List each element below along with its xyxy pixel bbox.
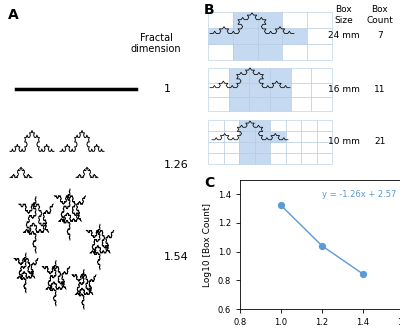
Bar	[316, 131, 332, 142]
Bar	[208, 142, 224, 153]
Bar	[208, 44, 233, 60]
Bar	[208, 68, 229, 83]
Bar	[270, 97, 291, 111]
Bar	[233, 44, 258, 60]
Bar	[239, 153, 254, 164]
Bar	[249, 83, 270, 97]
Bar	[208, 97, 229, 111]
Bar	[316, 142, 332, 153]
Bar	[208, 83, 229, 97]
Bar	[311, 83, 332, 97]
Bar	[233, 28, 258, 44]
Bar	[208, 131, 224, 142]
Bar	[270, 83, 291, 97]
Bar	[254, 131, 270, 142]
Bar	[239, 131, 254, 142]
Bar	[282, 12, 307, 28]
Point	[278, 203, 284, 208]
Bar	[291, 83, 311, 97]
Bar	[270, 142, 286, 153]
Bar	[224, 142, 239, 153]
Bar	[258, 12, 282, 28]
Bar	[208, 28, 233, 44]
Bar	[316, 153, 332, 164]
Text: B: B	[204, 3, 215, 17]
Bar	[254, 142, 270, 153]
Text: 1.54: 1.54	[164, 252, 189, 262]
Bar	[224, 120, 239, 131]
Bar	[224, 131, 239, 142]
Text: 11: 11	[374, 85, 386, 94]
Text: y = -1.26x + 2.57: y = -1.26x + 2.57	[322, 190, 396, 199]
Bar	[301, 142, 316, 153]
Bar	[307, 44, 332, 60]
Text: 1.26: 1.26	[164, 160, 189, 169]
Bar	[224, 153, 239, 164]
Bar	[254, 120, 270, 131]
Text: 7: 7	[377, 32, 383, 40]
Text: 21: 21	[374, 138, 386, 146]
Bar	[282, 28, 307, 44]
Bar	[249, 68, 270, 83]
Bar	[270, 153, 286, 164]
Text: 24 mm: 24 mm	[328, 32, 360, 40]
Point	[360, 271, 366, 277]
Text: 16 mm: 16 mm	[328, 85, 360, 94]
Bar	[301, 153, 316, 164]
Bar	[286, 153, 301, 164]
Bar	[239, 142, 254, 153]
Bar	[301, 131, 316, 142]
Y-axis label: Log10 [Box Count]: Log10 [Box Count]	[203, 203, 212, 287]
Bar	[254, 153, 270, 164]
Bar	[311, 97, 332, 111]
Bar	[208, 153, 224, 164]
Bar	[208, 12, 233, 28]
Text: Box
Size: Box Size	[335, 5, 353, 25]
Bar	[270, 131, 286, 142]
Bar	[233, 12, 258, 28]
Bar	[208, 120, 224, 131]
Bar	[286, 131, 301, 142]
Text: 10 mm: 10 mm	[328, 138, 360, 146]
Text: Fractal
dimension: Fractal dimension	[131, 33, 181, 55]
Bar	[270, 120, 286, 131]
Bar	[249, 97, 270, 111]
Bar	[258, 28, 282, 44]
Bar	[286, 120, 301, 131]
Bar	[286, 142, 301, 153]
Bar	[307, 28, 332, 44]
Bar	[229, 83, 249, 97]
Bar	[301, 120, 316, 131]
Text: Box
Count: Box Count	[366, 5, 394, 25]
Bar	[258, 44, 282, 60]
Point	[319, 243, 325, 248]
Bar	[229, 97, 249, 111]
Bar	[282, 44, 307, 60]
Bar	[229, 68, 249, 83]
Text: C: C	[204, 176, 214, 190]
Bar	[239, 120, 254, 131]
Bar	[307, 12, 332, 28]
Text: 1: 1	[164, 84, 171, 94]
Bar	[270, 68, 291, 83]
Bar	[311, 68, 332, 83]
Bar	[291, 68, 311, 83]
Bar	[291, 97, 311, 111]
Text: A: A	[8, 8, 19, 22]
Bar	[316, 120, 332, 131]
